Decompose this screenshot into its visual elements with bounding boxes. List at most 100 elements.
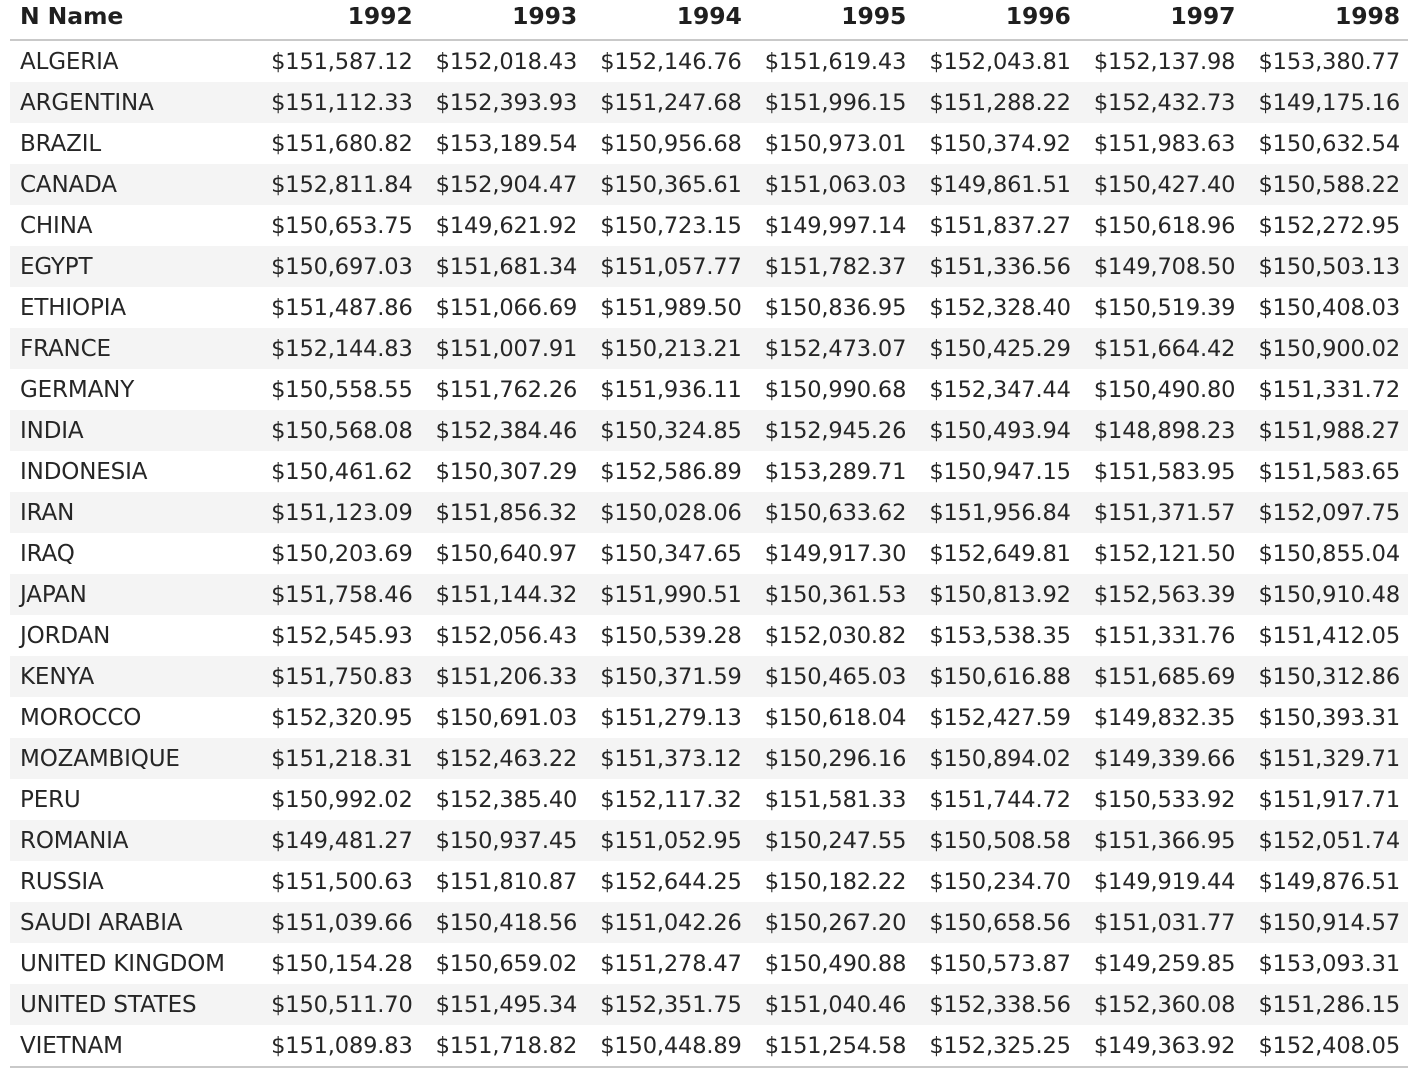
cell-value-1995: $150,633.62 bbox=[749, 492, 915, 533]
table-row[interactable]: PERU $150,992.02 $152,385.40 $152,117.32 $15… bbox=[10, 779, 1408, 820]
table-row[interactable]: CHINA $150,653.75 $149,621.92 $150,723.15 $1… bbox=[10, 205, 1408, 246]
cell-country-name: IRAN bbox=[10, 492, 257, 533]
table-row[interactable]: FRANCE $152,144.83 $151,007.91 $150,213.21 $… bbox=[10, 328, 1408, 369]
cell-value-1996: $152,649.81 bbox=[929, 540, 1071, 567]
cell-value-1996: $152,338.56 bbox=[914, 984, 1079, 1025]
cell-value-1995: $150,267.20 bbox=[749, 902, 915, 943]
table-row[interactable]: UNITED KINGDOM $150,154.28 $150,659.02 $151… bbox=[10, 943, 1408, 984]
cell-value-1992: $151,500.63 bbox=[271, 868, 413, 895]
cell-country-name: INDONESIA bbox=[20, 458, 148, 485]
column-header-1992[interactable]: 1992 bbox=[256, 0, 421, 41]
cell-value-1997: $150,618.96 bbox=[1093, 212, 1236, 239]
cell-value-1998: $150,900.02 bbox=[1243, 328, 1408, 369]
cell-value-1993: $151,007.91 bbox=[420, 328, 586, 369]
column-header-1996[interactable]: 1996 bbox=[914, 0, 1079, 41]
cell-value-1998: $150,408.03 bbox=[1258, 294, 1401, 321]
cell-value-1996: $150,493.94 bbox=[914, 410, 1079, 451]
column-header-1997[interactable]: 1997 bbox=[1078, 0, 1244, 41]
column-header-1994[interactable]: 1994 bbox=[585, 0, 750, 41]
cell-value-1997: $152,563.39 bbox=[1078, 574, 1244, 615]
cell-value-1997: $151,983.63 bbox=[1093, 130, 1236, 157]
cell-value-1995: $150,247.55 bbox=[749, 820, 915, 861]
table-row[interactable]: CANADA $152,811.84 $152,904.47 $150,365.61 $… bbox=[10, 164, 1408, 205]
table-row[interactable]: IRAN $151,123.09 $151,856.32 $150,028.06 $15… bbox=[10, 492, 1408, 533]
cell-value-1993: $152,056.43 bbox=[435, 622, 578, 649]
cell-value-1992: $150,461.62 bbox=[271, 458, 413, 485]
table-row[interactable]: JORDAN $152,545.93 $152,056.43 $150,539.28 $… bbox=[10, 615, 1408, 656]
cell-value-1995: $153,289.71 bbox=[764, 458, 907, 485]
cell-value-1997: $149,919.44 bbox=[1093, 868, 1236, 895]
cell-value-1992: $150,653.75 bbox=[271, 212, 413, 239]
cell-country-name: ROMANIA bbox=[10, 820, 257, 861]
column-header-1993[interactable]: 1993 bbox=[420, 0, 586, 41]
cell-value-1996: $149,861.51 bbox=[914, 164, 1079, 205]
cell-value-1992: $151,750.83 bbox=[256, 656, 421, 697]
cell-value-1992: $150,697.03 bbox=[256, 246, 421, 287]
table-row[interactable]: EGYPT $150,697.03 $151,681.34 $151,057.77 $1… bbox=[10, 246, 1408, 287]
cell-value-1995: $149,997.14 bbox=[764, 212, 907, 239]
cell-country-name: ALGERIA bbox=[20, 48, 119, 75]
cell-country-name: SAUDI ARABIA bbox=[10, 902, 257, 943]
cell-country-name: GERMANY bbox=[20, 376, 135, 403]
table-row[interactable]: IRAQ $150,203.69 $150,640.97 $150,347.65 $14… bbox=[10, 533, 1408, 574]
cell-value-1993: $152,385.40 bbox=[435, 786, 578, 813]
table-row[interactable]: MOZAMBIQUE $151,218.31 $152,463.22 $151,373… bbox=[10, 738, 1408, 779]
cell-value-1992: $151,587.12 bbox=[271, 48, 413, 75]
cell-value-1998: $153,380.77 bbox=[1258, 48, 1401, 75]
cell-value-1992: $151,487.86 bbox=[271, 294, 413, 321]
cell-value-1994: $151,247.68 bbox=[585, 82, 750, 123]
column-header-1995[interactable]: 1995 bbox=[749, 0, 915, 41]
table-row[interactable]: VIETNAM $151,089.83 $151,718.82 $150,448.89… bbox=[10, 1025, 1408, 1068]
table-header: N Name 1992 1993 1994 1995 1996 1997 199… bbox=[10, 0, 1408, 41]
cell-value-1997: $151,371.57 bbox=[1078, 492, 1244, 533]
cell-value-1995: $150,182.22 bbox=[764, 868, 907, 895]
cell-value-1997: $152,432.73 bbox=[1078, 82, 1244, 123]
cell-value-1993: $149,621.92 bbox=[435, 212, 578, 239]
cell-value-1998: $152,272.95 bbox=[1258, 212, 1401, 239]
table-row[interactable]: ROMANIA $149,481.27 $150,937.45 $151,052.95… bbox=[10, 820, 1408, 861]
cell-value-1992: $150,558.55 bbox=[271, 376, 413, 403]
cell-value-1992: $152,144.83 bbox=[256, 328, 421, 369]
table-row[interactable]: GERMANY $150,558.55 $151,762.26 $151,936.11… bbox=[10, 369, 1408, 410]
cell-value-1997: $151,685.69 bbox=[1078, 656, 1244, 697]
cell-value-1994: $152,351.75 bbox=[585, 984, 750, 1025]
cell-value-1994: $150,213.21 bbox=[585, 328, 750, 369]
cell-value-1996: $152,427.59 bbox=[929, 704, 1071, 731]
table-row[interactable]: ALGERIA $151,587.12 $152,018.43 $152,146.76… bbox=[10, 40, 1408, 82]
cell-country-name: FRANCE bbox=[10, 328, 257, 369]
table-row[interactable]: UNITED STATES $150,511.70 $151,495.34 $152,… bbox=[10, 984, 1408, 1025]
table-row[interactable]: INDONESIA $150,461.62 $150,307.29 $152,586.… bbox=[10, 451, 1408, 492]
cell-value-1994: $150,723.15 bbox=[600, 212, 742, 239]
cell-country-name: BRAZIL bbox=[20, 130, 102, 157]
cell-value-1996: $153,538.35 bbox=[929, 622, 1071, 649]
table-row[interactable]: INDIA $150,568.08 $152,384.46 $150,324.85 $1… bbox=[10, 410, 1408, 451]
table-row[interactable]: KENYA $151,750.83 $151,206.33 $150,371.59 $1… bbox=[10, 656, 1408, 697]
cell-value-1996: $151,336.56 bbox=[914, 246, 1079, 287]
cell-value-1994: $150,371.59 bbox=[585, 656, 750, 697]
cell-value-1995: $150,618.04 bbox=[764, 704, 907, 731]
table-row[interactable]: BRAZIL $151,680.82 $153,189.54 $150,956.68 $… bbox=[10, 123, 1408, 164]
table-row[interactable]: ETHIOPIA $151,487.86 $151,066.69 $151,989.5… bbox=[10, 287, 1408, 328]
cell-value-1998: $152,051.74 bbox=[1243, 820, 1408, 861]
table-row[interactable]: SAUDI ARABIA $151,039.66 $150,418.56 $151,0… bbox=[10, 902, 1408, 943]
cell-value-1995: $150,296.16 bbox=[749, 738, 915, 779]
column-header-1998[interactable]: 1998 bbox=[1243, 0, 1408, 41]
cell-value-1997: $149,708.50 bbox=[1078, 246, 1244, 287]
cell-value-1996: $150,616.88 bbox=[914, 656, 1079, 697]
cell-value-1994: $152,117.32 bbox=[600, 786, 742, 813]
cell-value-1992: $150,154.28 bbox=[271, 950, 413, 977]
column-header-name[interactable]: N Name bbox=[10, 0, 257, 41]
cell-value-1992: $150,568.08 bbox=[256, 410, 421, 451]
cell-country-name: JAPAN bbox=[10, 574, 257, 615]
cell-value-1995: $152,030.82 bbox=[764, 622, 907, 649]
table-row[interactable]: ARGENTINA $151,112.33 $152,393.93 $151,247.… bbox=[10, 82, 1408, 123]
cell-value-1996: $152,043.81 bbox=[929, 48, 1071, 75]
cell-value-1998: $151,412.05 bbox=[1258, 622, 1401, 649]
cell-value-1995: $151,254.58 bbox=[749, 1025, 915, 1068]
cell-value-1998: $151,583.65 bbox=[1258, 458, 1401, 485]
table-row[interactable]: RUSSIA $151,500.63 $151,810.87 $152,644.25 $… bbox=[10, 861, 1408, 902]
cell-value-1997: $151,031.77 bbox=[1078, 902, 1244, 943]
table-row[interactable]: JAPAN $151,758.46 $151,144.32 $151,990.51 $1… bbox=[10, 574, 1408, 615]
table-row[interactable]: MOROCCO $152,320.95 $150,691.03 $151,279.13… bbox=[10, 697, 1408, 738]
